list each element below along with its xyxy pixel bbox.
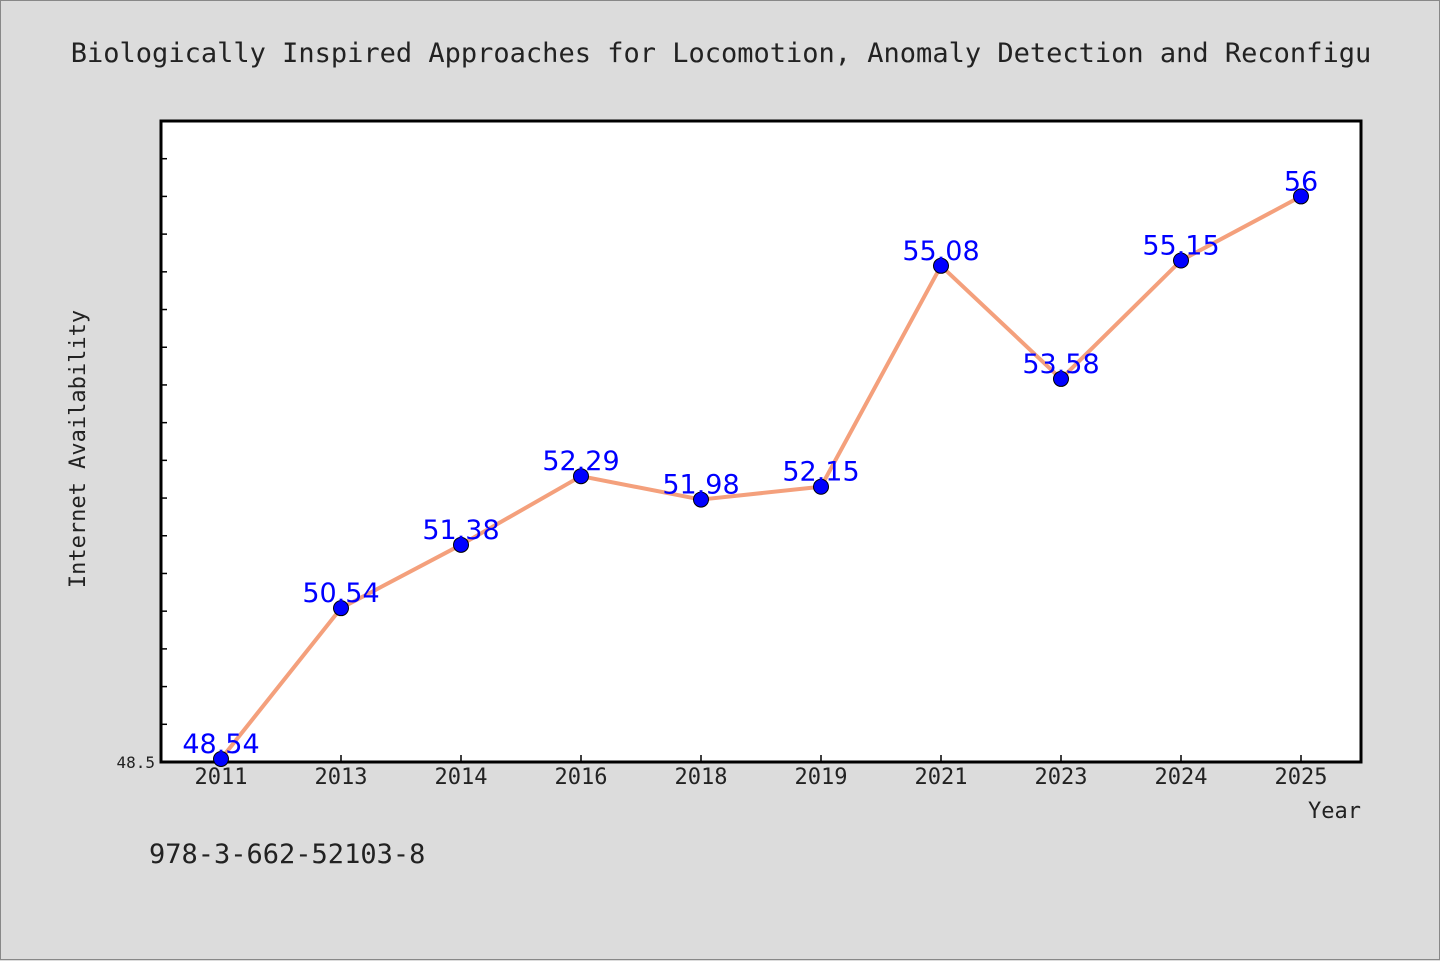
series-markers <box>213 188 1309 767</box>
y-tick-label: 48.5 <box>116 753 155 772</box>
x-tick-label: 2019 <box>795 765 848 790</box>
x-tick-label: 2014 <box>435 765 488 790</box>
x-tick-label: 2021 <box>915 765 968 790</box>
footer-isbn-text: 978-3-662-52103-8 <box>149 839 425 870</box>
series-line <box>219 194 1302 761</box>
y-axis-label: Internet Availability <box>66 310 91 588</box>
data-label: 48.54 <box>182 729 259 760</box>
x-tick-label: 2013 <box>315 765 368 790</box>
plot-area <box>159 119 1363 764</box>
data-labels: 48.54 50.54 51.38 52.29 51.98 52.15 55.08 53.58… <box>182 166 1318 760</box>
x-tick-label: 2023 <box>1035 765 1088 790</box>
data-point-marker <box>693 491 709 508</box>
data-point-marker <box>1293 188 1309 205</box>
x-tick-label: 2024 <box>1155 765 1208 790</box>
data-point-marker <box>933 257 949 274</box>
y-axis-tick-labels: 48.5 <box>116 753 155 772</box>
data-label: 52.15 <box>782 457 859 488</box>
data-label: 56 <box>1284 166 1318 197</box>
data-point-marker <box>813 478 829 495</box>
data-label: 52.29 <box>542 446 619 477</box>
x-tick-label: 2016 <box>555 765 608 790</box>
x-axis-tick-labels: 2011 2013 2014 2016 2018 2019 2021 2023 2024 2025 <box>195 765 1328 790</box>
data-label: 50.54 <box>302 578 379 609</box>
data-label: 55.15 <box>1142 231 1219 262</box>
data-label: 55.08 <box>902 236 979 267</box>
y-axis-minor-ticks <box>161 157 167 726</box>
data-label: 51.98 <box>662 470 739 501</box>
data-point-marker <box>1173 252 1189 269</box>
data-point-marker <box>1053 370 1069 387</box>
x-tick-label: 2011 <box>195 765 248 790</box>
data-point-marker <box>453 536 469 553</box>
data-label: 53.58 <box>1022 349 1099 380</box>
data-point-marker <box>213 750 229 767</box>
data-point-marker <box>573 468 589 485</box>
x-axis-label: Year <box>1308 799 1361 824</box>
x-tick-label: 2018 <box>675 765 728 790</box>
data-label: 51.38 <box>422 515 499 546</box>
chart-title: Biologically Inspired Approaches for Loc… <box>71 38 1371 69</box>
data-point-marker <box>333 600 349 617</box>
x-tick-label: 2025 <box>1275 765 1328 790</box>
